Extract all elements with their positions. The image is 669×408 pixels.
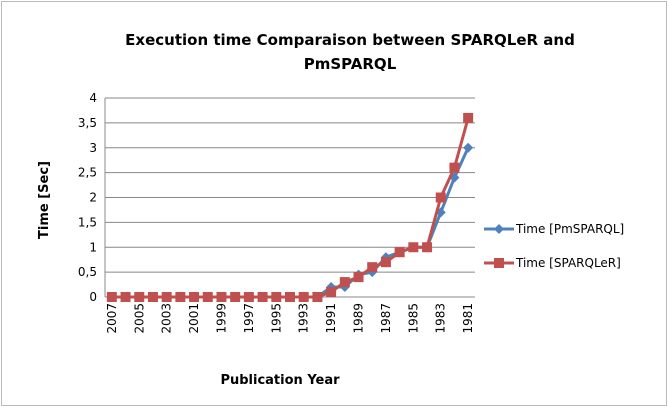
y-tick-label: 0,5 (78, 265, 97, 279)
x-tick-label: 2005 (132, 303, 146, 334)
marker (134, 292, 145, 302)
y-tick-label: 2,5 (78, 166, 97, 180)
marker (285, 292, 295, 302)
x-tick-label: 1993 (297, 303, 311, 334)
marker (230, 292, 241, 302)
x-tick-label: 1995 (269, 303, 283, 334)
marker (394, 247, 405, 258)
marker (367, 262, 378, 273)
marker (243, 292, 254, 302)
x-axis-label: Publication Year (220, 373, 340, 388)
legend-label: Time [SPARQLeR] (515, 256, 621, 270)
marker (380, 257, 391, 268)
y-axis-label: Time [Sec] (37, 161, 52, 239)
marker (298, 292, 309, 302)
marker (161, 292, 172, 302)
marker (189, 292, 200, 302)
marker (257, 292, 268, 302)
x-tick-label: 2003 (160, 303, 174, 334)
x-tick-label: 1985 (406, 303, 420, 334)
x-tick-label: 2007 (105, 303, 119, 334)
x-tick-label: 1981 (461, 303, 475, 334)
marker (202, 292, 213, 302)
marker (312, 292, 323, 302)
x-tick-label: 1997 (242, 303, 256, 334)
marker (106, 292, 117, 302)
marker (408, 242, 419, 253)
y-tick-label: 4 (89, 91, 97, 105)
marker (339, 277, 350, 288)
x-tick-label: 2001 (187, 303, 201, 334)
y-tick-label: 3 (89, 141, 97, 155)
chart-title: Execution time Comparaison between SPARQ… (125, 31, 575, 73)
y-tick-label: 0 (89, 290, 97, 304)
marker (326, 287, 337, 298)
marker (435, 192, 446, 203)
x-tick-label: 1989 (352, 303, 366, 334)
x-tick-label: 1999 (214, 303, 228, 334)
y-tick-label: 1,5 (78, 215, 97, 229)
marker (147, 292, 158, 302)
marker (494, 224, 504, 234)
x-tick-label: 1983 (434, 303, 448, 334)
marker (449, 162, 460, 173)
marker (216, 292, 227, 302)
marker (175, 292, 186, 302)
x-tick-label: 1991 (324, 303, 338, 334)
marker (271, 292, 282, 302)
x-tick-label: 1987 (379, 303, 393, 334)
marker (494, 258, 504, 268)
marker (353, 272, 364, 283)
y-tick-label: 3,5 (78, 116, 97, 130)
marker (120, 292, 131, 302)
marker (463, 142, 474, 153)
y-tick-label: 1 (89, 240, 97, 254)
marker (422, 242, 433, 253)
marker (463, 112, 474, 123)
legend-label: Time [PmSPARQL] (515, 222, 624, 236)
y-tick-label: 2 (89, 191, 97, 205)
